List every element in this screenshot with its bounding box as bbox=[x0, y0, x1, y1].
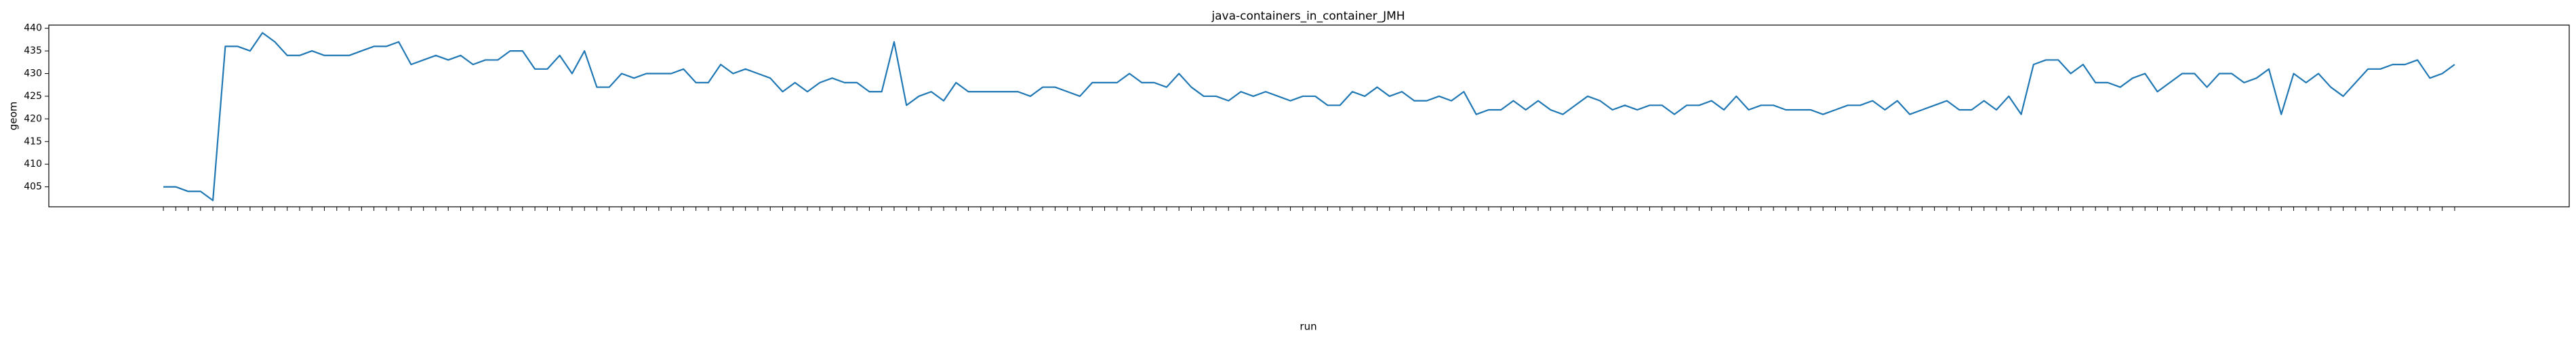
y-tick-label: 435 bbox=[24, 45, 42, 56]
y-tick-label: 425 bbox=[24, 91, 42, 102]
data-line bbox=[163, 32, 2455, 201]
y-tick-label: 440 bbox=[24, 23, 42, 34]
y-tick-label: 430 bbox=[24, 68, 42, 79]
y-tick-label: 415 bbox=[24, 136, 42, 147]
y-axis-label: geom bbox=[7, 102, 20, 131]
chart-title: java-containers_in_container_JMH bbox=[1211, 9, 1405, 23]
y-tick-label: 410 bbox=[24, 159, 42, 170]
y-tick-label: 420 bbox=[24, 113, 42, 124]
x-axis-label: run bbox=[1300, 321, 1316, 333]
y-tick-label: 405 bbox=[24, 182, 42, 193]
plot-frame bbox=[48, 24, 2570, 207]
